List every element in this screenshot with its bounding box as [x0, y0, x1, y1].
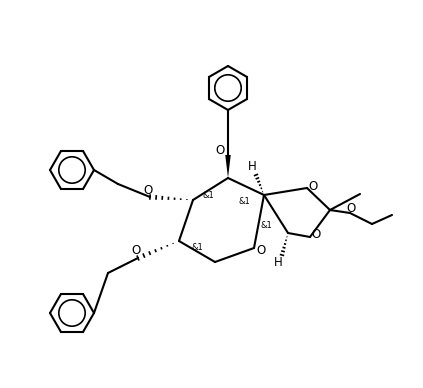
Text: O: O: [311, 229, 321, 241]
Text: H: H: [274, 256, 283, 270]
Text: &1: &1: [260, 220, 272, 229]
Text: O: O: [256, 244, 266, 256]
Text: O: O: [308, 180, 318, 192]
Text: &1: &1: [202, 192, 214, 201]
Text: H: H: [247, 161, 256, 173]
Text: O: O: [132, 244, 140, 258]
Text: &1: &1: [191, 242, 203, 251]
Text: O: O: [143, 184, 153, 196]
Text: &1: &1: [238, 196, 250, 206]
Text: O: O: [215, 144, 225, 156]
Text: O: O: [346, 201, 356, 215]
Polygon shape: [225, 155, 231, 178]
